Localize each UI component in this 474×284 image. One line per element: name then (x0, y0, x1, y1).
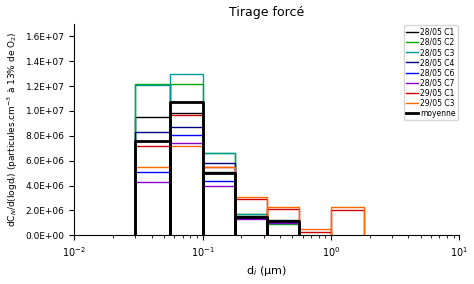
Legend: 28/05 C1, 28/05 C2, 28/05 C3, 28/05 C4, 28/05 C6, 28/05 C7, 29/05 C1, 29/05 C3, : 28/05 C1, 28/05 C2, 28/05 C3, 28/05 C4, … (404, 25, 458, 120)
Title: Tirage forcé: Tirage forcé (229, 6, 304, 18)
X-axis label: d$_i$ (μm): d$_i$ (μm) (246, 264, 287, 278)
Y-axis label: dC$_N$/d(logd$_i$) (particules.cm$^{-3}$ à 13% de O$_2$): dC$_N$/d(logd$_i$) (particules.cm$^{-3}$… (6, 32, 20, 227)
